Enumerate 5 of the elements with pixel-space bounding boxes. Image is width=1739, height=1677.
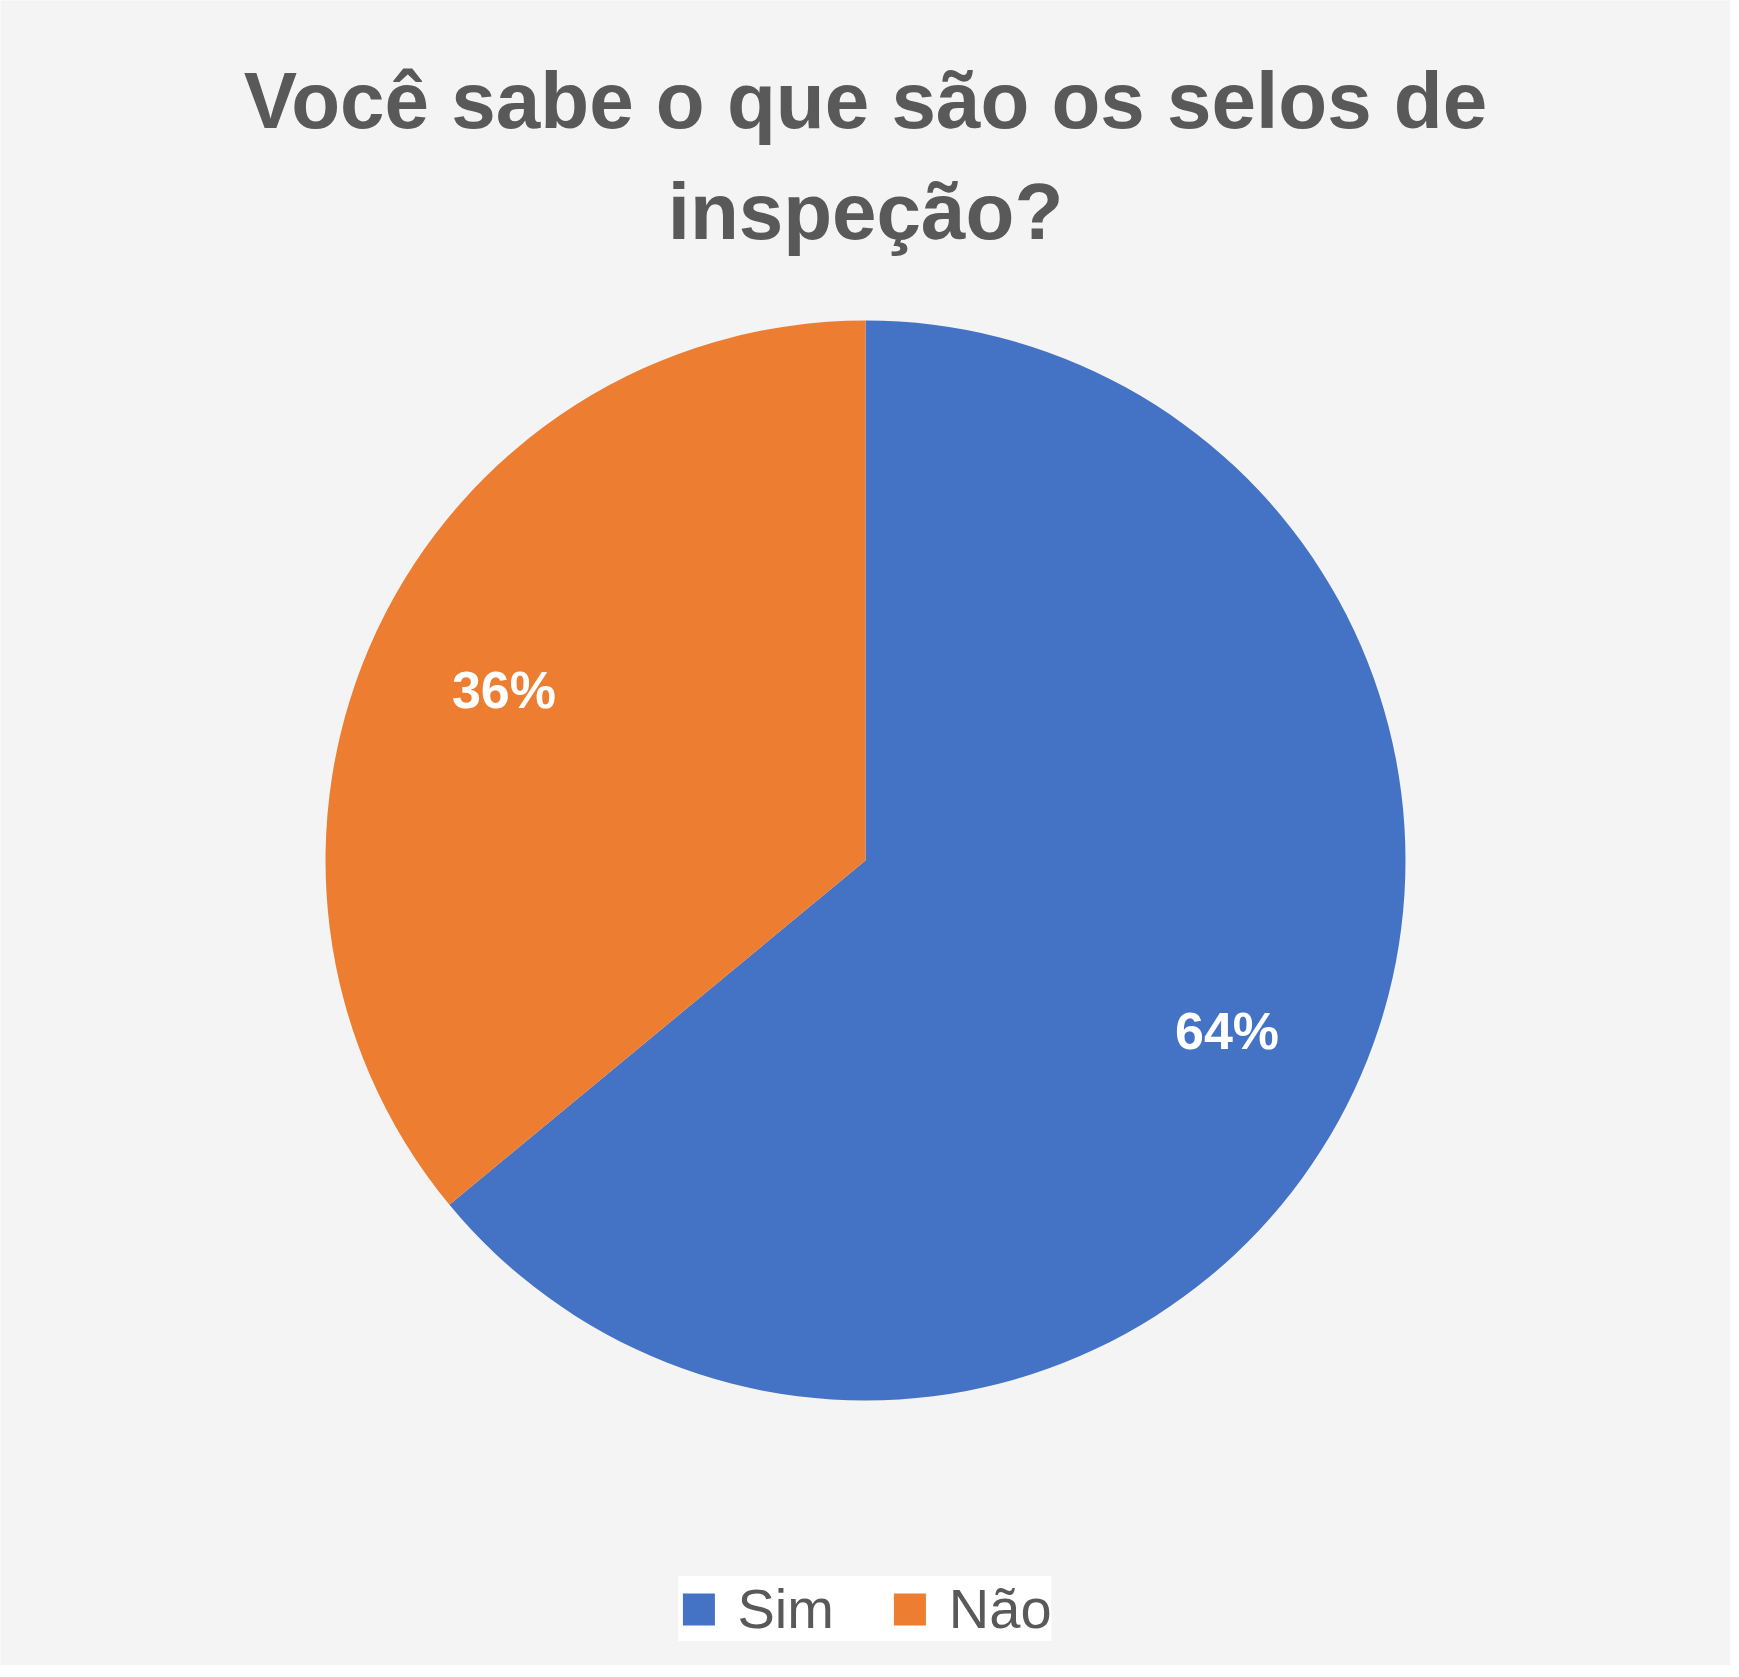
data-label: 64% [1175, 1001, 1280, 1060]
data-label: 36% [451, 661, 556, 720]
chart-title: Você sabe o que são os selos de inspeção? [243, 56, 1488, 256]
legend-label: Sim [737, 1576, 834, 1641]
legend-label: Não [948, 1576, 1052, 1641]
